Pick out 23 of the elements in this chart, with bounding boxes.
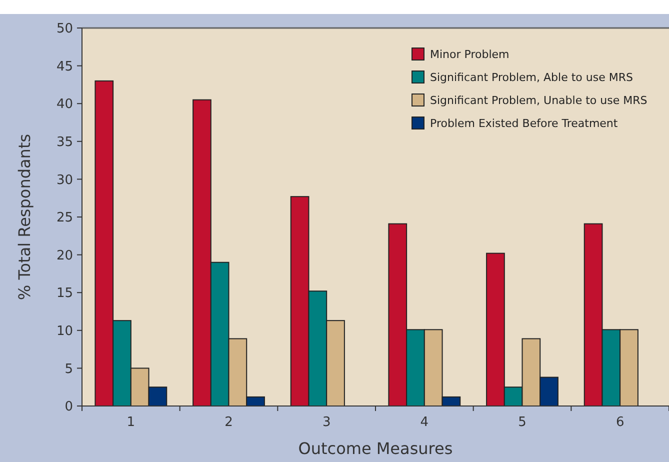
x-tick-label: 4 [420,415,429,430]
x-tick-label: 2 [224,415,233,430]
y-tick-label: 10 [56,324,73,339]
y-tick-label: 15 [56,286,73,302]
y-tick-label: 35 [56,134,73,150]
x-tick-label: 5 [518,415,526,430]
x-tick-label: 1 [126,415,136,430]
y-tick-label: 5 [64,362,73,377]
legend-label: Significant Problem, Unable to use MRS [430,94,648,107]
x-axis-title: Outcome Measures [298,439,453,458]
y-tick-label: 45 [56,59,73,74]
y-tick-label: 40 [56,97,73,112]
legend-label: Significant Problem, Able to use MRS [430,70,633,84]
y-tick-label: 25 [56,210,73,226]
legend-label: Problem Existed Before Treatment [430,116,618,130]
x-tick-label: 6 [616,415,624,430]
y-tick-label: 20 [56,248,73,264]
legend-label: Minor Problem [430,48,510,61]
y-tick-label: 50 [56,22,73,37]
x-tick-label: 3 [322,415,331,430]
y-axis-title: % Total Respondants [15,134,34,300]
y-tick-label: 30 [56,172,73,188]
y-tick-label: 0 [64,400,73,415]
